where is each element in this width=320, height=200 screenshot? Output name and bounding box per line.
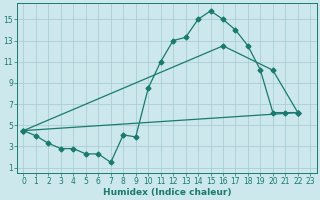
X-axis label: Humidex (Indice chaleur): Humidex (Indice chaleur) (103, 188, 231, 197)
